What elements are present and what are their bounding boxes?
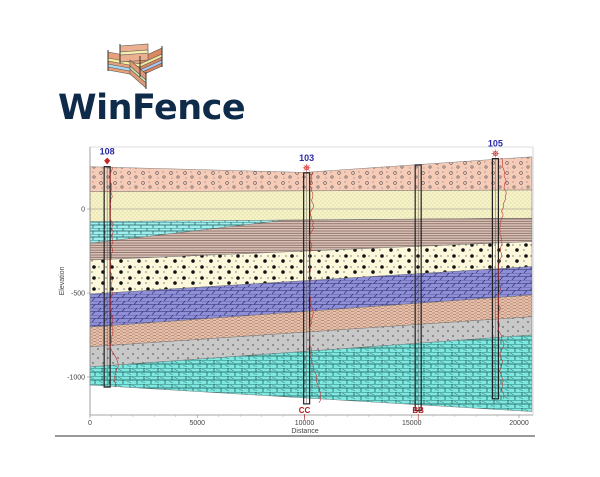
log-curve xyxy=(109,166,119,387)
y-tick-label: -1000 xyxy=(67,375,85,382)
well-sun-rays xyxy=(302,163,311,172)
x-tick-label: 20000 xyxy=(509,420,529,427)
y-tick-label: -500 xyxy=(71,291,85,298)
well-label: 108 xyxy=(100,147,115,157)
section-label: CC xyxy=(299,406,311,415)
logo-fence-graphic xyxy=(107,43,163,89)
layer-sand xyxy=(89,189,533,222)
well-label: 105 xyxy=(488,139,503,149)
log-curve xyxy=(498,158,507,399)
well-diamond-icon xyxy=(104,157,111,165)
logo-wordmark: WinFence xyxy=(58,88,246,128)
section-label: BB xyxy=(412,406,424,415)
axes xyxy=(89,146,534,416)
log-curve xyxy=(309,172,321,404)
y-axis-label: Elevation xyxy=(59,266,66,295)
x-axis-label: Distance xyxy=(291,428,318,435)
x-tick-label: 10000 xyxy=(295,420,315,427)
y-tick-label: 0 xyxy=(81,207,85,214)
well-label: 103 xyxy=(299,153,314,163)
x-tick-label: 5000 xyxy=(189,420,205,427)
bottom-divider xyxy=(55,435,535,437)
x-tick-label: 0 xyxy=(88,420,92,427)
x-tick-label: 15000 xyxy=(402,420,422,427)
well-sun-rays xyxy=(491,149,500,158)
